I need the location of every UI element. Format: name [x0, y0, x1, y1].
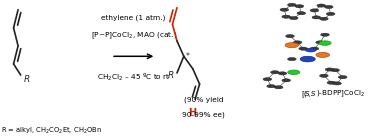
Circle shape [326, 12, 335, 16]
Circle shape [319, 41, 331, 45]
Text: *: * [185, 52, 189, 61]
Circle shape [280, 8, 289, 11]
Circle shape [333, 82, 341, 85]
Circle shape [286, 35, 294, 38]
Circle shape [300, 56, 315, 62]
Circle shape [317, 4, 325, 7]
Circle shape [285, 43, 299, 48]
Circle shape [312, 16, 321, 19]
Circle shape [288, 58, 296, 61]
Circle shape [278, 72, 287, 75]
Circle shape [318, 53, 326, 57]
Text: CH$_2$Cl$_2$ – 45 ºC to rt: CH$_2$Cl$_2$ – 45 ºC to rt [97, 72, 170, 83]
Text: 90-99% ee): 90-99% ee) [182, 111, 225, 118]
Circle shape [271, 71, 279, 74]
Circle shape [324, 5, 333, 9]
Circle shape [282, 15, 291, 18]
Circle shape [331, 69, 339, 72]
Circle shape [288, 70, 300, 75]
Circle shape [319, 74, 328, 77]
Text: S,S: S,S [305, 91, 317, 97]
Circle shape [297, 12, 305, 15]
Circle shape [327, 81, 336, 84]
Text: (90% yield: (90% yield [184, 96, 223, 103]
Circle shape [299, 47, 307, 50]
Circle shape [290, 17, 298, 20]
Text: ethylene (1 atm.): ethylene (1 atm.) [101, 14, 166, 21]
Circle shape [321, 33, 329, 36]
Circle shape [316, 52, 330, 57]
Circle shape [295, 5, 304, 8]
Circle shape [282, 79, 291, 82]
Text: [(: [( [301, 90, 307, 97]
Text: R = alkyl, CH$_2$CO$_2$Et, CH$_2$OBn: R = alkyl, CH$_2$CO$_2$Et, CH$_2$OBn [1, 126, 102, 136]
Circle shape [316, 41, 324, 44]
Circle shape [319, 17, 328, 20]
Text: )-BDPP]CoCl$_2$: )-BDPP]CoCl$_2$ [316, 89, 364, 99]
Circle shape [263, 78, 272, 81]
Circle shape [305, 48, 316, 52]
Text: H: H [188, 108, 196, 118]
Circle shape [310, 47, 319, 50]
Circle shape [310, 9, 319, 12]
Text: R: R [168, 71, 174, 80]
Circle shape [293, 41, 302, 44]
Text: [P~P]CoCl$_2$, MAO (cat.): [P~P]CoCl$_2$, MAO (cat.) [90, 30, 177, 41]
Circle shape [338, 76, 347, 79]
Circle shape [274, 86, 283, 89]
Circle shape [325, 68, 334, 71]
Circle shape [267, 85, 276, 88]
Text: R: R [24, 75, 30, 84]
Circle shape [288, 3, 296, 6]
